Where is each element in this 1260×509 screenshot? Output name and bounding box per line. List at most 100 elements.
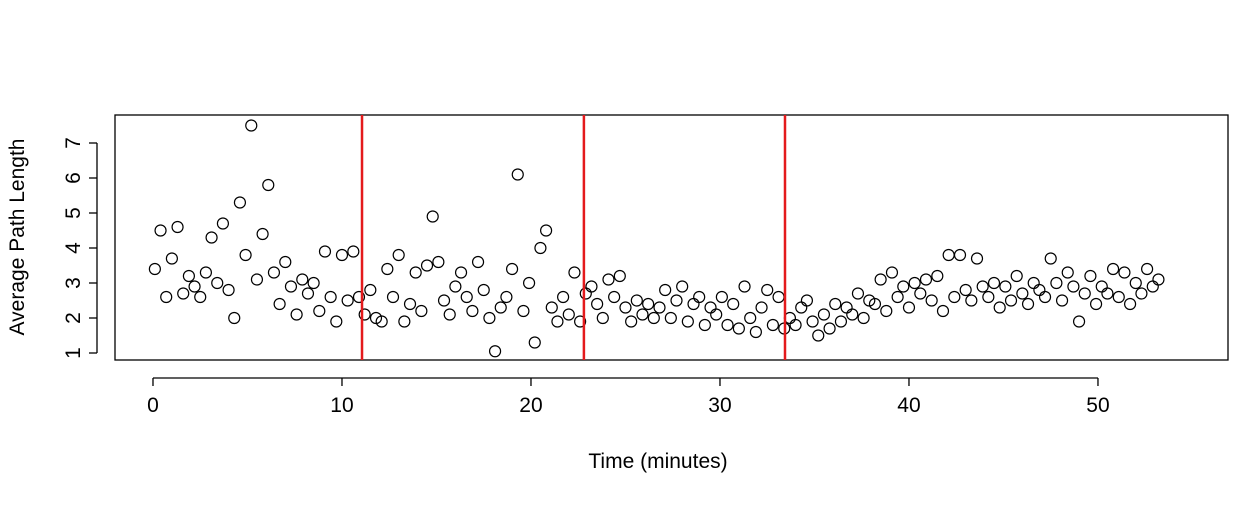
point [545, 301, 558, 314]
y-tick-label: 6 [62, 172, 85, 184]
point [965, 294, 978, 307]
point [488, 345, 502, 358]
point [1152, 273, 1165, 286]
point [596, 311, 609, 325]
point [228, 311, 241, 325]
point [568, 266, 581, 279]
point [1141, 262, 1154, 276]
point [999, 280, 1012, 293]
point [494, 301, 507, 314]
point [880, 304, 893, 318]
point [409, 266, 422, 279]
point [681, 315, 694, 328]
point [194, 290, 207, 304]
point [653, 301, 666, 314]
point [517, 304, 530, 318]
point [205, 231, 218, 244]
point [239, 248, 252, 262]
point [664, 311, 677, 325]
point [874, 273, 887, 286]
y-tick-label: 3 [62, 277, 85, 289]
point [608, 290, 621, 304]
point [1021, 297, 1035, 311]
x-tick-label: 0 [147, 394, 159, 417]
point [256, 227, 269, 241]
point [301, 287, 315, 300]
point [829, 297, 842, 311]
x-tick-label: 10 [330, 394, 353, 417]
point [868, 297, 882, 311]
point [1050, 276, 1063, 290]
point [307, 276, 320, 290]
x-tick-label: 30 [708, 394, 731, 417]
point [885, 266, 899, 279]
y-tick-label: 2 [62, 312, 85, 324]
point [1055, 294, 1069, 307]
point [211, 276, 224, 290]
point [1084, 269, 1097, 283]
point [1004, 294, 1018, 307]
point [534, 241, 547, 255]
point [931, 269, 944, 283]
point [267, 266, 281, 279]
point [171, 220, 184, 234]
x-axis-label: Time (minutes) [588, 450, 727, 473]
point [392, 248, 405, 262]
point [341, 294, 354, 307]
point [732, 322, 745, 335]
point [324, 290, 337, 304]
point [919, 273, 933, 286]
point [290, 308, 303, 321]
point [273, 297, 286, 311]
point [851, 287, 865, 300]
point [659, 283, 672, 297]
point [710, 308, 723, 321]
point [1095, 280, 1108, 293]
y-tick-label: 4 [62, 242, 85, 254]
point [386, 290, 400, 304]
point [914, 287, 927, 300]
point [761, 283, 774, 297]
point [420, 259, 434, 272]
point [466, 304, 479, 318]
point [250, 273, 264, 286]
point [727, 297, 740, 311]
point [772, 290, 785, 304]
point [437, 294, 451, 307]
point [1112, 290, 1125, 304]
point [749, 325, 762, 339]
point [358, 308, 371, 321]
point [551, 315, 564, 328]
point [449, 280, 462, 293]
point [942, 248, 955, 262]
point [715, 290, 728, 304]
point [1089, 297, 1103, 311]
y-tick-label: 1 [62, 347, 85, 359]
point [460, 290, 473, 304]
point [505, 262, 519, 276]
y-tick-label: 7 [62, 137, 85, 149]
point [426, 210, 439, 223]
plot-frame [114, 114, 1229, 361]
point [857, 311, 870, 325]
point [976, 280, 989, 293]
x-tick-label: 20 [519, 394, 542, 417]
point [262, 178, 275, 192]
point [381, 262, 394, 276]
point [982, 290, 995, 304]
point [676, 280, 689, 293]
point [245, 119, 258, 132]
point [1027, 276, 1040, 290]
point [1033, 283, 1046, 297]
point [313, 304, 326, 318]
point [897, 280, 910, 293]
point [148, 262, 161, 276]
y-tick-label: 5 [62, 207, 85, 219]
point [908, 276, 921, 290]
point [222, 283, 235, 297]
point [721, 318, 734, 332]
point [1010, 269, 1023, 283]
point [454, 266, 468, 279]
point [834, 315, 848, 328]
